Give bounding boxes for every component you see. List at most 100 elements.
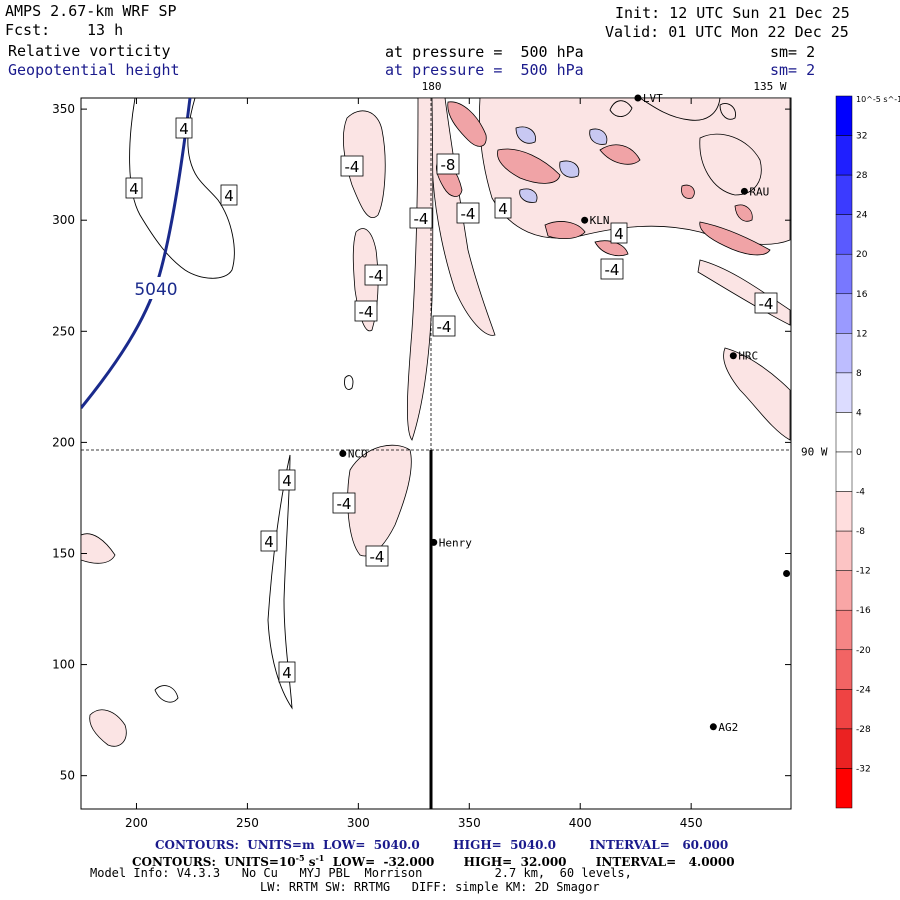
contours-geopotential: CONTOURS: UNITS=m LOW= 5040.0 HIGH= 5040… xyxy=(155,838,729,852)
colorbar-tick-label: 20 xyxy=(856,250,868,260)
vorticity-core xyxy=(589,128,608,145)
longitude-labels: 180 135 W 90 W xyxy=(422,80,828,458)
contour-label: 4 xyxy=(179,120,189,138)
vorticity-contour xyxy=(154,685,179,703)
x-tick-label: 450 xyxy=(680,816,703,830)
vorticity-core xyxy=(699,221,771,256)
colorbar-segment xyxy=(835,214,853,255)
vorticity-contour xyxy=(344,375,354,390)
model-title: AMPS 2.67-km WRF SP xyxy=(5,2,177,20)
contours-vorticity-exp2: -1 xyxy=(315,853,325,863)
colorbar-segment xyxy=(835,530,853,571)
contour-label: 4 xyxy=(498,200,508,218)
contour-label-box xyxy=(364,264,388,286)
x-tick-label: 350 xyxy=(458,816,481,830)
station-label: AG2 xyxy=(718,721,738,734)
colorbar-segment xyxy=(835,768,853,809)
colorbar-segment xyxy=(835,451,853,492)
contour-label: -4 xyxy=(370,548,385,566)
colorbar-segment xyxy=(835,412,853,453)
station-marker xyxy=(729,352,737,360)
field1-smoothing: sm= 2 xyxy=(770,43,816,61)
colorbar-tick-label: -8 xyxy=(856,527,865,537)
contour-labels: 4 4 4 -4 -8 -4 -4 4 4 -4 -4 -4 -4 -4 4 -4 -4 4 4 5040 xyxy=(125,117,778,683)
colorbar-tick-label: 0 xyxy=(856,448,862,458)
longitude-label: 135 W xyxy=(753,80,786,93)
vorticity-area xyxy=(89,709,127,747)
colorbar-segment xyxy=(835,570,853,611)
field1-pressure: at pressure = 500 hPa xyxy=(385,43,584,61)
contour-label-box xyxy=(278,661,296,683)
colorbar-tick-label: 24 xyxy=(856,211,868,221)
y-tick-label: 100 xyxy=(52,658,75,672)
vorticity-area xyxy=(723,347,791,441)
longitude-label: 90 W xyxy=(801,445,828,458)
vorticity-contour xyxy=(267,454,293,710)
colorbar-segment xyxy=(835,333,853,374)
colorbar-segment xyxy=(835,135,853,176)
station-label: KLN xyxy=(590,214,610,227)
field2-smoothing: sm= 2 xyxy=(770,61,816,79)
colorbar-segment xyxy=(835,372,853,413)
vorticity-contour xyxy=(129,98,235,279)
colorbar-segment xyxy=(835,174,853,215)
colorbar-segment xyxy=(835,609,853,651)
y-tick-label: 150 xyxy=(52,546,75,560)
colorbar-segment xyxy=(835,253,853,295)
colorbar-tick-label: -12 xyxy=(856,567,871,577)
fcst-value: 13 h xyxy=(87,21,124,39)
colorbar-segment xyxy=(835,95,853,136)
contour-label: -4 xyxy=(359,303,374,321)
vorticity-contour xyxy=(609,100,633,117)
station-label: LVT xyxy=(643,92,663,105)
contour-label-box xyxy=(365,545,389,567)
contour-label: -4 xyxy=(345,158,360,176)
station-marker xyxy=(581,216,589,224)
colorbar-tick-label: 8 xyxy=(856,369,862,379)
vorticity-core xyxy=(447,101,487,147)
contour-label: -4 xyxy=(414,210,429,228)
station-marker xyxy=(339,450,347,457)
colorbar-tick-label: 16 xyxy=(856,290,868,300)
colorbar-tick-label: -16 xyxy=(856,606,871,616)
station-marker xyxy=(634,94,642,102)
station-marker xyxy=(709,723,717,731)
colorbar-tick-label: -20 xyxy=(856,646,871,656)
station-marker xyxy=(430,538,438,546)
contour-label-box xyxy=(220,184,238,206)
colorbar-tick-label: -32 xyxy=(856,764,871,774)
colorbar-segment xyxy=(835,689,853,730)
x-tick-label: 200 xyxy=(125,816,148,830)
positive-vorticity-areas xyxy=(515,126,608,203)
field2-name: Geopotential height xyxy=(8,61,180,79)
contours-vorticity: CONTOURS: UNITS=10-5 s-1 LOW= -32.000 HI… xyxy=(132,851,735,869)
contour-label: -4 xyxy=(759,295,774,313)
valid-time: Valid: 01 UTC Mon 22 Dec 25 xyxy=(605,23,849,41)
contour-label-box xyxy=(409,207,433,229)
y-tick-label: 50 xyxy=(60,769,75,783)
contours-vorticity-a: CONTOURS: UNITS=10 xyxy=(132,855,296,869)
station-label: NCO xyxy=(348,448,368,461)
colorbar-tick-label: -24 xyxy=(856,685,871,695)
contour-label: 4 xyxy=(224,187,234,205)
vorticity-core xyxy=(594,240,629,257)
vorticity-core xyxy=(681,184,695,199)
station-label: RAU xyxy=(749,185,769,198)
x-tick-label: 250 xyxy=(236,816,259,830)
station-label: Henry xyxy=(439,536,472,549)
vorticity-core xyxy=(599,144,641,165)
y-tick-label: 350 xyxy=(52,102,75,116)
contour-label-box xyxy=(354,300,378,322)
colorbar-segment xyxy=(835,728,853,769)
vorticity-core xyxy=(519,188,538,203)
colorbar: 32 28 24 20 16 12 8 4 0 -4 -8 -12 -16 -20 -24 -28 -32 10^… xyxy=(835,95,900,809)
contours-vorticity-c: LOW= -32.000 HIGH= 32.000 INTERVAL= 4.00… xyxy=(324,855,735,869)
model-info-physics: LW: RRTM SW: RRTMG DIFF: simple KM: 2D S… xyxy=(260,880,600,894)
colorbar-tick-label: -4 xyxy=(856,488,865,498)
station-marker xyxy=(783,569,791,577)
contour-label-box xyxy=(754,292,778,314)
contour-label-box xyxy=(610,222,628,244)
strong-negative-vorticity xyxy=(436,101,771,257)
vorticity-core xyxy=(734,204,753,222)
y-axis: 50 100 150 200 250 300 350 xyxy=(52,102,791,783)
